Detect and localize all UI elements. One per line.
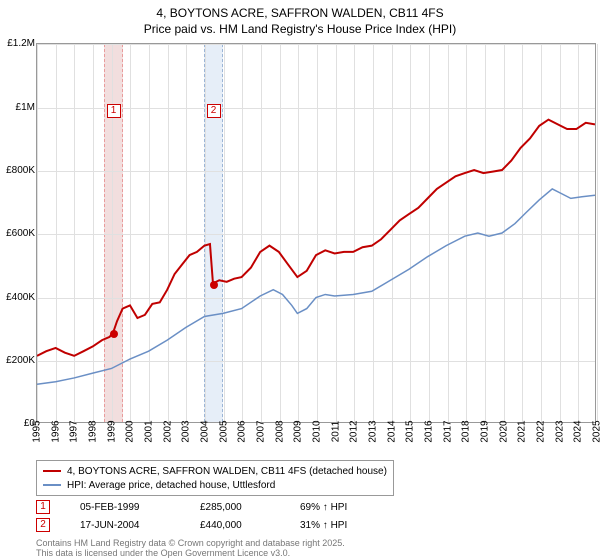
x-tick-label: 2009	[293, 417, 304, 447]
row-date: 05-FEB-1999	[80, 502, 170, 513]
table-row: 2 17-JUN-2004 £440,000 31% ↑ HPI	[36, 516, 347, 534]
x-tick-label: 2001	[144, 417, 155, 447]
legend-swatch	[43, 484, 61, 486]
x-tick-label: 2004	[200, 417, 211, 447]
gridline-v	[597, 44, 598, 422]
footer-text: Contains HM Land Registry data © Crown c…	[36, 538, 345, 558]
marker-dot	[110, 330, 118, 338]
y-tick-label: £400K	[3, 292, 35, 303]
x-tick-label: 1996	[50, 417, 61, 447]
x-tick-label: 2021	[517, 417, 528, 447]
table-row: 1 05-FEB-1999 £285,000 69% ↑ HPI	[36, 498, 347, 516]
x-tick-label: 2003	[181, 417, 192, 447]
x-tick-label: 1997	[69, 417, 80, 447]
x-tick-label: 1998	[88, 417, 99, 447]
x-tick-label: 2008	[274, 417, 285, 447]
title-line-2: Price paid vs. HM Land Registry's House …	[0, 22, 600, 38]
marker-label: 2	[207, 104, 221, 118]
row-marker: 2	[36, 518, 50, 532]
x-tick-label: 2007	[256, 417, 267, 447]
x-tick-label: 2023	[554, 417, 565, 447]
x-tick-label: 2012	[349, 417, 360, 447]
marker-dot	[210, 281, 218, 289]
x-tick-label: 2002	[162, 417, 173, 447]
x-tick-label: 2014	[386, 417, 397, 447]
marker-label: 1	[107, 104, 121, 118]
chart-title: 4, BOYTONS ACRE, SAFFRON WALDEN, CB11 4F…	[0, 0, 600, 39]
title-line-1: 4, BOYTONS ACRE, SAFFRON WALDEN, CB11 4F…	[0, 6, 600, 22]
series-price_paid	[37, 120, 595, 356]
y-tick-label: £1.2M	[3, 38, 35, 49]
x-tick-label: 2020	[498, 417, 509, 447]
row-marker: 1	[36, 500, 50, 514]
legend-box: 4, BOYTONS ACRE, SAFFRON WALDEN, CB11 4F…	[36, 460, 394, 496]
x-tick-label: 2006	[237, 417, 248, 447]
row-pct: 69% ↑ HPI	[300, 502, 347, 513]
x-tick-label: 2019	[480, 417, 491, 447]
x-tick-label: 2018	[461, 417, 472, 447]
legend-row: 4, BOYTONS ACRE, SAFFRON WALDEN, CB11 4F…	[43, 464, 387, 478]
x-tick-label: 2017	[442, 417, 453, 447]
legend-swatch	[43, 470, 61, 472]
x-tick-label: 2011	[330, 417, 341, 447]
legend-row: HPI: Average price, detached house, Uttl…	[43, 478, 387, 492]
row-date: 17-JUN-2004	[80, 520, 170, 531]
x-tick-label: 2015	[405, 417, 416, 447]
x-tick-label: 2024	[573, 417, 584, 447]
footer-line-2: This data is licensed under the Open Gov…	[36, 548, 345, 558]
chart-plot-area: 1995199619971998199920002001200220032004…	[36, 43, 596, 423]
legend-label: 4, BOYTONS ACRE, SAFFRON WALDEN, CB11 4F…	[67, 466, 387, 477]
x-tick-label: 2005	[218, 417, 229, 447]
y-tick-label: £1M	[3, 102, 35, 113]
transactions-table: 1 05-FEB-1999 £285,000 69% ↑ HPI 2 17-JUN-200…	[36, 498, 347, 534]
x-tick-label: 2013	[368, 417, 379, 447]
chart-svg	[37, 44, 595, 422]
y-tick-label: £600K	[3, 228, 35, 239]
row-price: £285,000	[200, 502, 270, 513]
y-tick-label: £200K	[3, 355, 35, 366]
x-tick-label: 2010	[312, 417, 323, 447]
x-tick-label: 2016	[424, 417, 435, 447]
footer-line-1: Contains HM Land Registry data © Crown c…	[36, 538, 345, 548]
x-tick-label: 2025	[592, 417, 600, 447]
row-pct: 31% ↑ HPI	[300, 520, 347, 531]
x-tick-label: 1999	[106, 417, 117, 447]
x-tick-label: 2022	[536, 417, 547, 447]
x-axis: 1995199619971998199920002001200220032004…	[37, 422, 595, 460]
x-tick-label: 2000	[125, 417, 136, 447]
y-tick-label: £0	[3, 418, 35, 429]
row-price: £440,000	[200, 520, 270, 531]
legend-label: HPI: Average price, detached house, Uttl…	[67, 480, 275, 491]
series-hpi	[37, 189, 595, 384]
y-tick-label: £800K	[3, 165, 35, 176]
